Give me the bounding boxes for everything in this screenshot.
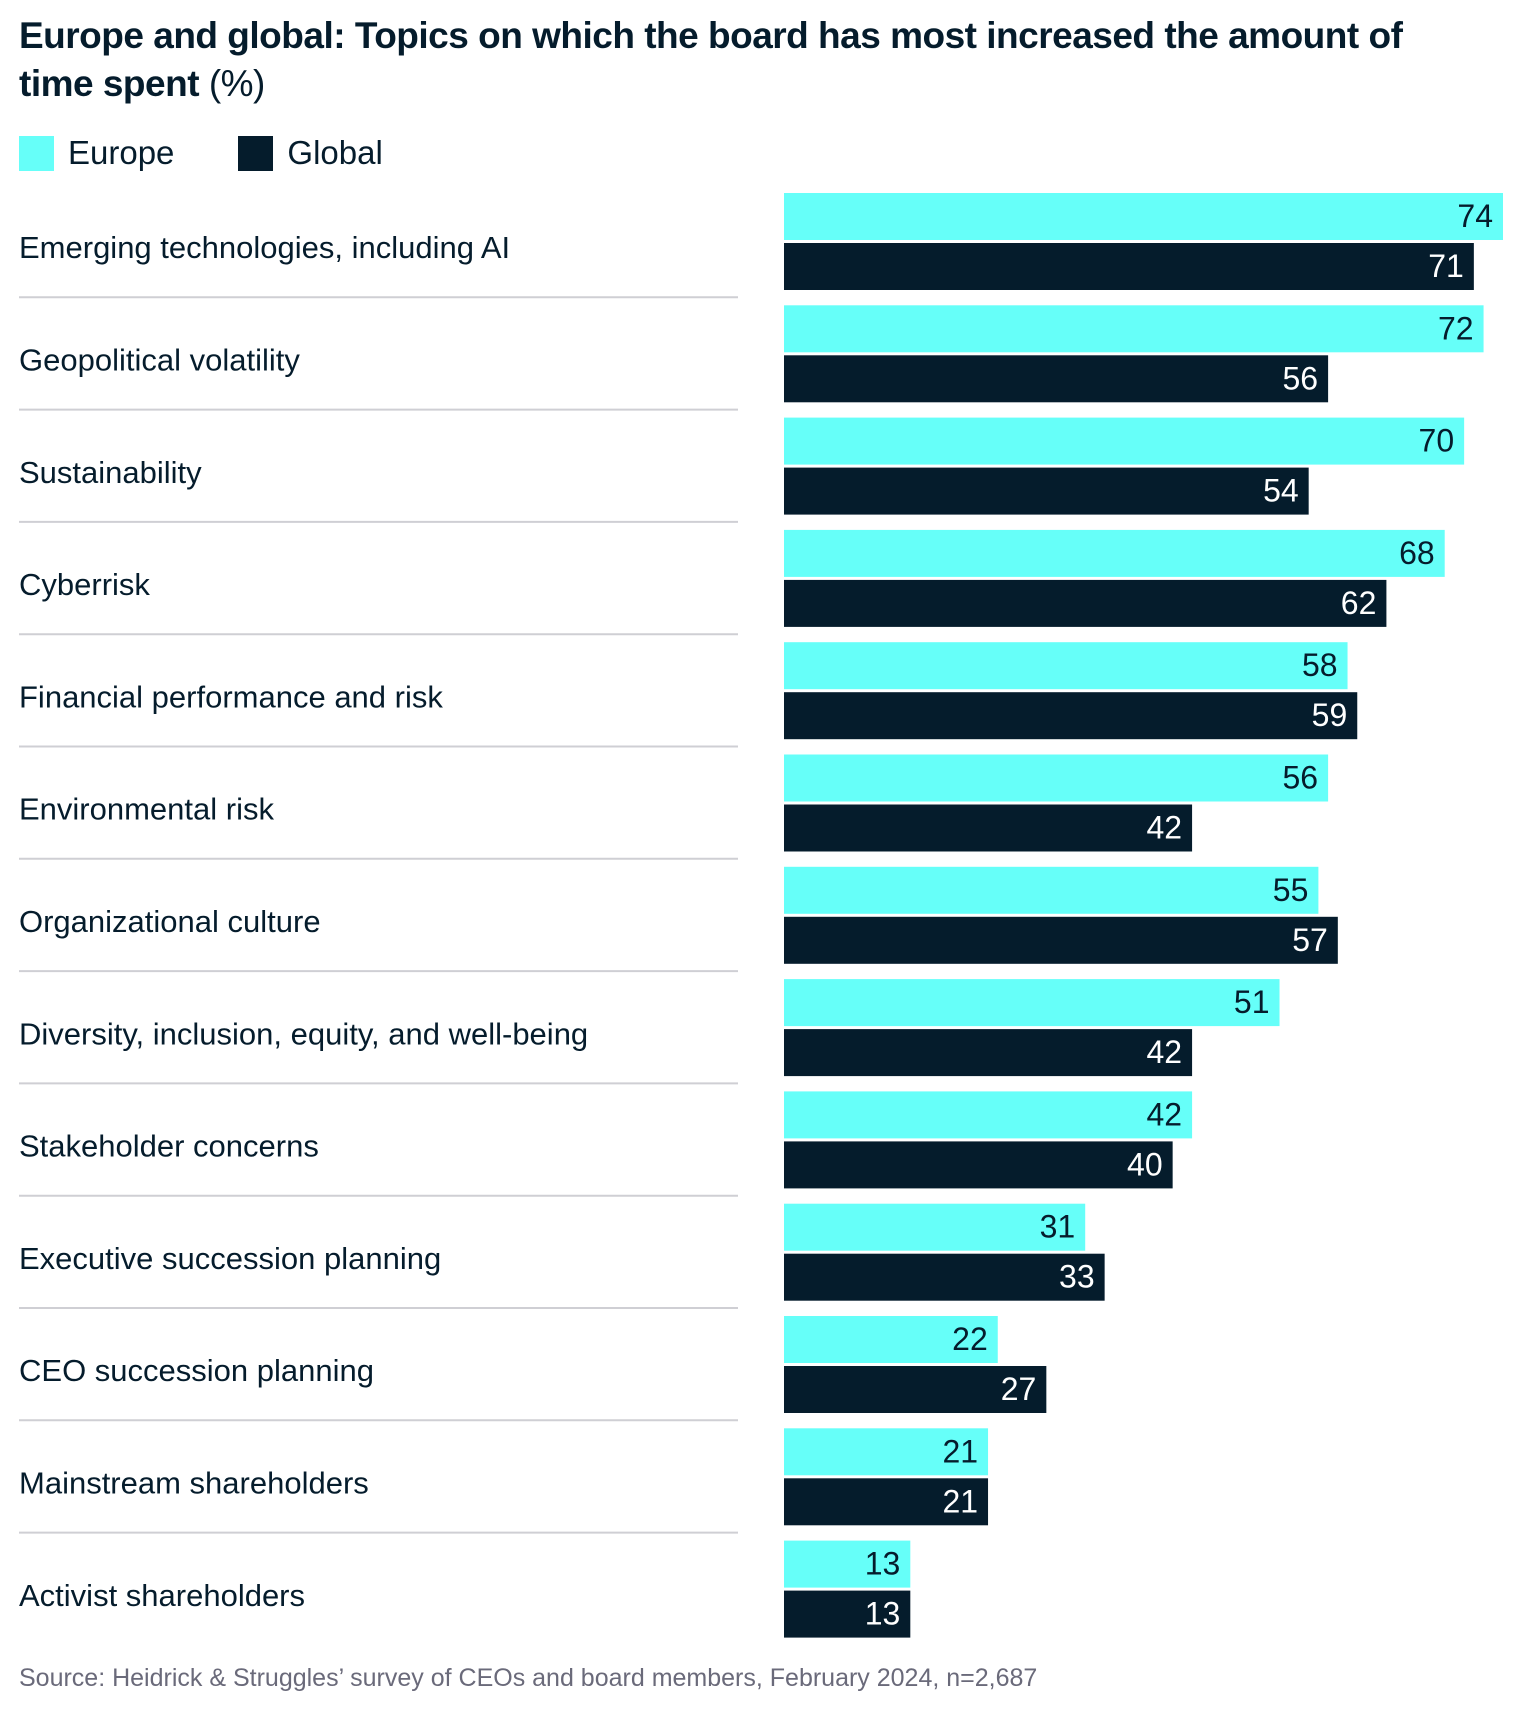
bar-europe bbox=[784, 754, 1329, 802]
bar-europe bbox=[784, 979, 1280, 1027]
bar-europe bbox=[784, 529, 1445, 577]
category-label: Activist shareholders bbox=[19, 1578, 305, 1613]
category-label: Diversity, inclusion, equity, and well-b… bbox=[19, 1016, 588, 1051]
data-label-global: 42 bbox=[1146, 1034, 1182, 1070]
data-label-global: 57 bbox=[1292, 922, 1328, 958]
category-label: Geopolitical volatility bbox=[19, 342, 300, 377]
data-label-europe: 22 bbox=[952, 1321, 988, 1357]
legend-item-global: Global bbox=[238, 134, 383, 172]
bar-europe bbox=[784, 1540, 911, 1588]
bar-europe bbox=[784, 1091, 1193, 1139]
bar-global bbox=[784, 243, 1474, 290]
chart-title: Europe and global: Topics on which the b… bbox=[19, 12, 1459, 108]
data-label-global: 59 bbox=[1312, 697, 1348, 733]
data-label-global: 42 bbox=[1146, 809, 1182, 845]
category-label: Executive succession planning bbox=[19, 1241, 441, 1276]
bar-global bbox=[784, 1253, 1105, 1301]
category-label: Cyberrisk bbox=[19, 567, 150, 602]
data-label-europe: 56 bbox=[1283, 759, 1319, 795]
data-label-europe: 21 bbox=[942, 1433, 978, 1469]
bar-global bbox=[784, 916, 1338, 964]
data-label-global: 56 bbox=[1283, 360, 1319, 396]
bar-europe bbox=[784, 1316, 998, 1363]
category-label: Emerging technologies, including AI bbox=[19, 230, 510, 265]
data-label-global: 13 bbox=[865, 1596, 901, 1632]
legend-swatch-europe bbox=[19, 135, 54, 171]
legend: Europe Global bbox=[19, 134, 447, 172]
data-label-europe: 42 bbox=[1146, 1096, 1182, 1132]
data-label-europe: 70 bbox=[1419, 423, 1455, 459]
bar-global bbox=[784, 1590, 911, 1638]
bar-global bbox=[784, 1141, 1173, 1189]
data-label-global: 71 bbox=[1428, 248, 1464, 284]
bar-europe bbox=[784, 417, 1465, 465]
legend-item-europe: Europe bbox=[19, 134, 174, 172]
bar-global bbox=[784, 1478, 989, 1526]
data-label-europe: 55 bbox=[1273, 872, 1309, 908]
data-label-europe: 13 bbox=[865, 1546, 901, 1582]
data-label-global: 54 bbox=[1263, 473, 1299, 509]
title-unit: (%) bbox=[208, 63, 266, 104]
data-label-global: 21 bbox=[942, 1483, 978, 1519]
data-label-europe: 51 bbox=[1234, 984, 1270, 1020]
data-label-global: 33 bbox=[1059, 1259, 1095, 1295]
data-label-europe: 68 bbox=[1399, 535, 1435, 571]
bar-europe bbox=[784, 1428, 989, 1476]
bar-europe bbox=[784, 305, 1484, 353]
bar-europe bbox=[784, 193, 1503, 240]
bar-europe bbox=[784, 1203, 1086, 1251]
legend-label-global: Global bbox=[287, 134, 383, 171]
title-text: Europe and global: Topics on which the b… bbox=[19, 15, 1403, 104]
category-label: CEO succession planning bbox=[19, 1353, 374, 1388]
data-label-europe: 31 bbox=[1040, 1209, 1076, 1245]
legend-label-europe: Europe bbox=[68, 134, 175, 171]
bar-europe bbox=[784, 866, 1319, 914]
bar-global bbox=[784, 355, 1329, 403]
category-label: Sustainability bbox=[19, 455, 202, 490]
data-label-global: 27 bbox=[1001, 1371, 1037, 1407]
data-label-global: 40 bbox=[1127, 1146, 1163, 1182]
data-label-europe: 58 bbox=[1302, 647, 1338, 683]
bar-global bbox=[784, 579, 1387, 627]
bar-europe bbox=[784, 642, 1348, 690]
category-label: Environmental risk bbox=[19, 792, 274, 827]
bar-global bbox=[784, 804, 1193, 852]
bar-global bbox=[784, 1029, 1193, 1077]
bar-global bbox=[784, 1366, 1047, 1413]
category-label: Mainstream shareholders bbox=[19, 1465, 369, 1500]
legend-swatch-global bbox=[238, 135, 274, 171]
data-label-global: 62 bbox=[1341, 585, 1377, 621]
bar-global bbox=[784, 467, 1309, 515]
bar-global bbox=[784, 692, 1358, 740]
category-label: Organizational culture bbox=[19, 904, 321, 939]
category-label: Stakeholder concerns bbox=[19, 1129, 319, 1164]
data-label-europe: 72 bbox=[1438, 310, 1474, 346]
source-note: Source: Heidrick & Struggles’ survey of … bbox=[19, 1664, 1038, 1692]
data-label-europe: 74 bbox=[1457, 198, 1493, 234]
category-label: Financial performance and risk bbox=[19, 679, 443, 714]
